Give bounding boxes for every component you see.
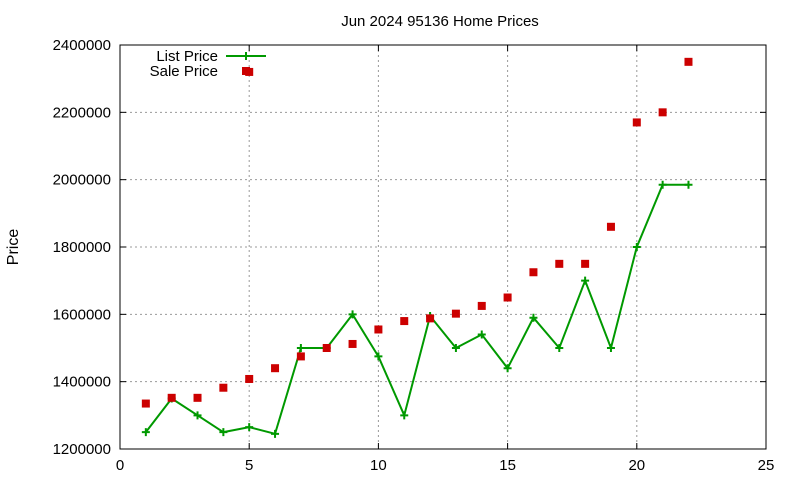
- y-tick-label: 1800000: [53, 239, 111, 256]
- data-point-plus: [141, 428, 150, 437]
- x-tick-label: 0: [116, 457, 124, 474]
- series-sale-price: [141, 57, 693, 408]
- x-tick-label: 5: [245, 457, 253, 474]
- data-point-square: [322, 344, 331, 352]
- data-point-square: [348, 339, 357, 348]
- x-tick-label: 25: [758, 457, 775, 474]
- data-point-square: [477, 301, 486, 310]
- y-tick-label: 2400000: [53, 37, 111, 54]
- data-point-plus: [581, 276, 590, 285]
- data-point-square: [167, 393, 176, 402]
- y-tick-label: 2000000: [53, 172, 111, 189]
- series-list-price: [141, 180, 693, 438]
- y-tick-label: 1600000: [53, 306, 111, 323]
- data-point-square: [529, 268, 538, 277]
- legend-label: Sale Price: [150, 63, 218, 80]
- data-point-plus: [296, 344, 305, 352]
- data-point-plus: [606, 344, 615, 352]
- data-point-plus: [193, 411, 202, 420]
- x-tick-label: 10: [370, 457, 387, 474]
- data-point-plus: [271, 429, 280, 438]
- y-tick-label: 1200000: [53, 441, 111, 458]
- data-point-square: [426, 314, 435, 323]
- data-point-plus: [658, 180, 667, 189]
- data-point-square: [684, 57, 693, 66]
- x-tick-label: 15: [499, 457, 516, 474]
- legend-marker: [242, 67, 250, 75]
- data-point-square: [451, 309, 460, 318]
- data-point-square: [400, 317, 409, 326]
- axis-ticks: 0 5 10 15 20 25 1200000 1400000 1600000 1800000 20…: [53, 37, 775, 474]
- data-point-square: [658, 108, 667, 117]
- data-point-square: [141, 399, 150, 408]
- data-point-plus: [451, 344, 460, 352]
- series-layer: [141, 57, 693, 438]
- data-point-square: [296, 352, 305, 361]
- data-point-plus: [245, 423, 254, 432]
- data-point-square: [606, 222, 615, 231]
- y-tick-label: 1400000: [53, 374, 111, 391]
- data-point-square: [503, 293, 512, 302]
- data-point-square: [271, 364, 280, 373]
- x-tick-label: 20: [628, 457, 645, 474]
- data-point-square: [374, 325, 383, 334]
- data-point-square: [632, 118, 641, 127]
- data-point-plus: [684, 180, 693, 189]
- legend-marker: [242, 52, 250, 60]
- data-point-plus: [219, 428, 228, 437]
- data-point-plus: [477, 330, 486, 339]
- data-point-square: [581, 259, 590, 268]
- data-point-square: [245, 374, 254, 383]
- data-point-plus: [555, 344, 564, 352]
- y-tick-label: 2200000: [53, 104, 111, 121]
- data-point-square: [555, 259, 564, 268]
- data-point-square: [193, 393, 202, 402]
- data-point-plus: [503, 364, 512, 373]
- grid-lines: [120, 45, 766, 449]
- series-line: [145, 183, 689, 436]
- data-point-plus: [400, 411, 409, 420]
- data-point-plus: [374, 352, 383, 361]
- data-point-plus: [348, 310, 357, 319]
- y-axis-label: Price: [5, 229, 22, 266]
- legend-label: List Price: [156, 48, 218, 65]
- chart-title: Jun 2024 95136 Home Prices: [341, 13, 539, 30]
- data-point-plus: [529, 313, 538, 322]
- data-point-plus: [632, 243, 641, 251]
- data-point-square: [219, 383, 228, 392]
